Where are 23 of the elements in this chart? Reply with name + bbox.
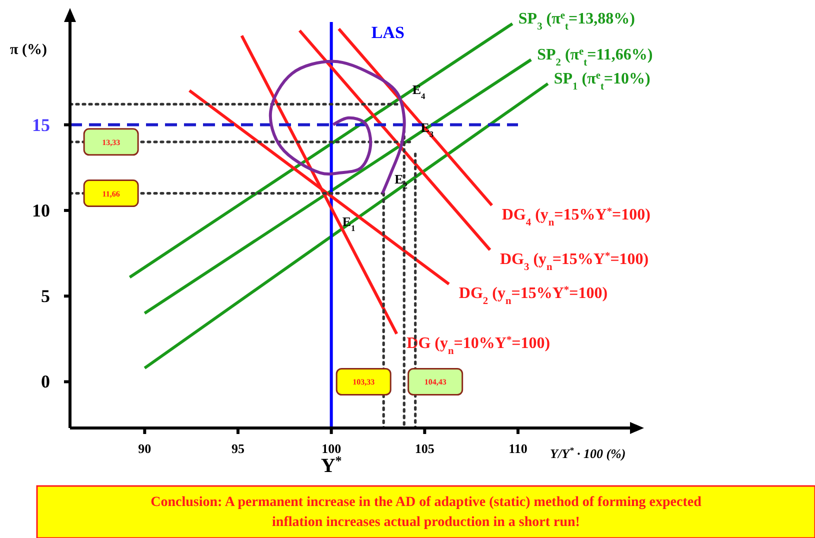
- annotation: 13,33: [102, 138, 120, 147]
- text: Conclusion: A permanent increase in the AD of adaptive (static) method of forming expected inflation increases actual production in a short run!: [150, 495, 702, 530]
- y-tick-label: 5: [41, 286, 50, 306]
- x-tick-label: 90: [138, 441, 152, 456]
- x-tick-label: 95: [232, 441, 245, 456]
- series-label: DG$_{3}$ (y$_{n}$=15%Y$^{*}$=100): [500, 250, 649, 272]
- series-label: SP$_{1}$ (π$^{e}$$_{t}$=10%): [554, 70, 650, 92]
- y-tick-label: 0: [41, 372, 50, 392]
- annotation: E$_{2}$: [394, 171, 408, 190]
- series-label: DG$_{4}$ (y$_{n}$=15%Y$^{*}$=100): [502, 206, 651, 228]
- series-label: SP$_{3}$ (π$^{e}$$_{t}$=13,88%): [518, 10, 635, 32]
- x-tick-label: 110: [508, 441, 528, 456]
- annotation: 104,43: [424, 378, 446, 387]
- series-label: DG$_{2}$ (y$_{n}$=15%Y$^{*}$=100): [458, 284, 608, 307]
- text: LAS: [371, 23, 404, 42]
- y-tick-label: 15: [32, 114, 50, 135]
- x-axis-title: Y/Y$^{*}$ · 100 (%): [550, 445, 626, 461]
- y-tick-label: 10: [32, 200, 50, 220]
- annotation: 103,33: [352, 378, 375, 387]
- series-label: SP$_{2}$ (π$^{e}$$_{t}$=11,66%): [537, 46, 653, 68]
- y-axis-title: π (%): [10, 42, 47, 58]
- x-tick-label: 105: [414, 441, 435, 456]
- annotation: 11,66: [102, 189, 120, 198]
